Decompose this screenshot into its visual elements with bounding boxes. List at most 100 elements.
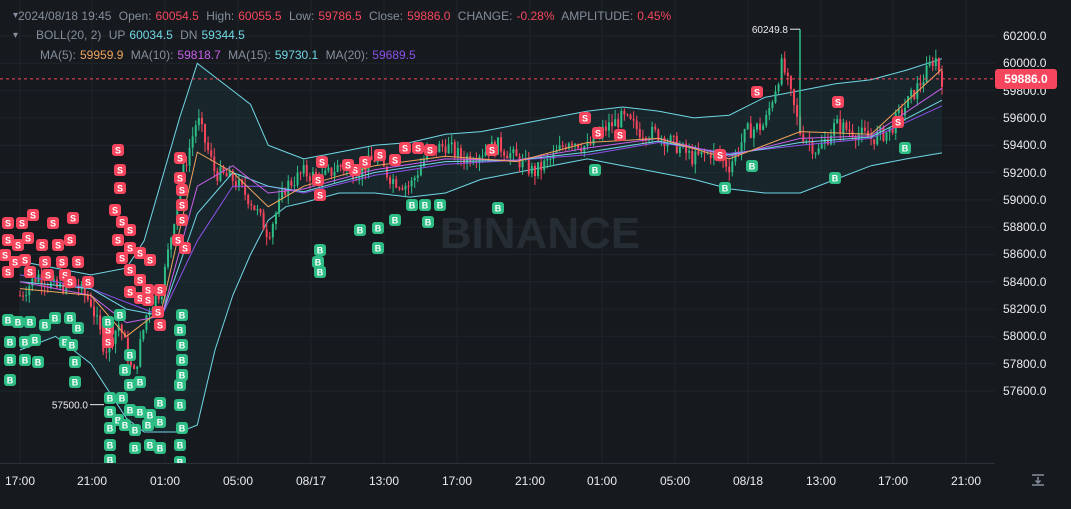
- candle-body: [407, 185, 410, 187]
- boll-up-label: UP: [108, 28, 126, 42]
- x-tick-label: 21:00: [950, 474, 982, 488]
- svg-text:S: S: [15, 241, 21, 251]
- svg-text:B: B: [107, 441, 114, 451]
- sell-marker: S: [314, 189, 326, 201]
- candle-body: [142, 329, 145, 340]
- candle-body: [89, 299, 92, 307]
- time-axis[interactable]: 17:00 21:00 01:00 05:00 08/17 13:00 17:00 21:00…: [0, 463, 995, 509]
- candle-body: [641, 137, 644, 139]
- svg-text:B: B: [22, 356, 29, 366]
- candle-body: [762, 125, 765, 130]
- candle-body: [789, 76, 792, 90]
- candle-body: [897, 109, 900, 114]
- buy-marker: B: [39, 319, 51, 331]
- candle-body: [225, 172, 228, 177]
- buy-marker: B: [64, 312, 76, 324]
- svg-text:B: B: [375, 224, 382, 234]
- svg-text:B: B: [5, 316, 12, 326]
- boll-label: BOLL(20, 2): [36, 28, 102, 42]
- candle-body: [900, 109, 903, 116]
- candle-body: [589, 142, 592, 145]
- candle-body: [453, 142, 456, 157]
- candle-body: [777, 84, 780, 92]
- sell-marker: S: [359, 156, 371, 168]
- candle-body: [882, 127, 885, 141]
- buy-marker: B: [69, 356, 81, 368]
- buy-marker: B: [4, 354, 16, 366]
- price-axis[interactable]: 60200.0 60000.0 59800.0 59600.0 59400.0 59200…: [995, 0, 1071, 463]
- buy-marker: B: [174, 439, 186, 451]
- svg-text:B: B: [592, 166, 599, 176]
- svg-text:S: S: [75, 258, 81, 268]
- collapse-icon[interactable]: [1028, 470, 1048, 490]
- candle-body: [157, 295, 160, 300]
- sell-marker: S: [154, 284, 166, 296]
- svg-text:B: B: [177, 381, 184, 391]
- candle-body: [481, 155, 484, 157]
- sell-marker: S: [751, 86, 763, 98]
- svg-text:S: S: [105, 326, 111, 336]
- candle-body: [783, 58, 786, 73]
- candle-body: [40, 274, 43, 286]
- sell-marker: S: [424, 144, 436, 156]
- buy-marker: B: [144, 439, 156, 451]
- candle-body: [139, 339, 142, 367]
- sell-marker: S: [112, 144, 124, 156]
- svg-text:B: B: [127, 351, 134, 361]
- buy-marker: B: [389, 214, 401, 226]
- svg-text:B: B: [107, 394, 114, 404]
- row1-toggle: ▾: [13, 10, 19, 21]
- sell-marker: S: [0, 249, 11, 261]
- candle-body: [19, 295, 21, 297]
- sell-marker: S: [39, 256, 51, 268]
- buy-marker: B: [492, 202, 504, 214]
- svg-text:S: S: [5, 236, 11, 246]
- candle-body: [817, 148, 820, 154]
- sell-marker: S: [114, 182, 126, 194]
- candle-body: [296, 172, 299, 186]
- candle-body: [213, 156, 216, 172]
- x-tick-label: 21:00: [76, 474, 108, 488]
- chevron-down-icon[interactable]: ▾: [13, 30, 19, 41]
- sell-marker: S: [22, 232, 34, 244]
- candle-body: [86, 295, 89, 300]
- buy-marker: B: [104, 392, 116, 404]
- candle-body: [570, 143, 573, 146]
- candle-body: [373, 160, 376, 163]
- candle-body: [546, 159, 549, 161]
- svg-text:B: B: [7, 356, 14, 366]
- svg-text:S: S: [70, 214, 76, 224]
- candle-body: [370, 155, 373, 161]
- svg-text:S: S: [175, 236, 181, 246]
- svg-text:S: S: [127, 266, 133, 276]
- candle-body: [52, 279, 55, 283]
- candle-body: [444, 146, 447, 154]
- candle-body: [327, 167, 330, 171]
- x-tick-label: 01:00: [586, 474, 618, 488]
- svg-text:S: S: [67, 236, 73, 246]
- candle-body: [324, 170, 327, 175]
- candle-body: [725, 159, 728, 167]
- svg-text:B: B: [749, 162, 756, 172]
- candle-body: [580, 148, 583, 152]
- svg-text:S: S: [402, 144, 408, 154]
- ma-row: MA(5): 59959.9 MA(10): 59818.7 MA(15): 5973…: [40, 47, 420, 63]
- svg-text:B: B: [177, 441, 184, 451]
- sell-marker: S: [102, 336, 114, 348]
- buy-marker: B: [19, 336, 31, 348]
- candle-body: [873, 139, 876, 145]
- svg-text:S: S: [145, 296, 151, 306]
- sell-marker: S: [399, 142, 411, 154]
- sell-marker: S: [316, 156, 328, 168]
- buy-marker: B: [154, 442, 166, 454]
- candle-body: [170, 237, 173, 250]
- candle-body: [752, 129, 755, 139]
- candle-body: [786, 72, 789, 77]
- candle-body: [577, 143, 580, 149]
- svg-text:S: S: [582, 114, 588, 124]
- svg-text:B: B: [422, 201, 429, 211]
- candle-body: [207, 142, 210, 151]
- svg-text:S: S: [137, 276, 143, 286]
